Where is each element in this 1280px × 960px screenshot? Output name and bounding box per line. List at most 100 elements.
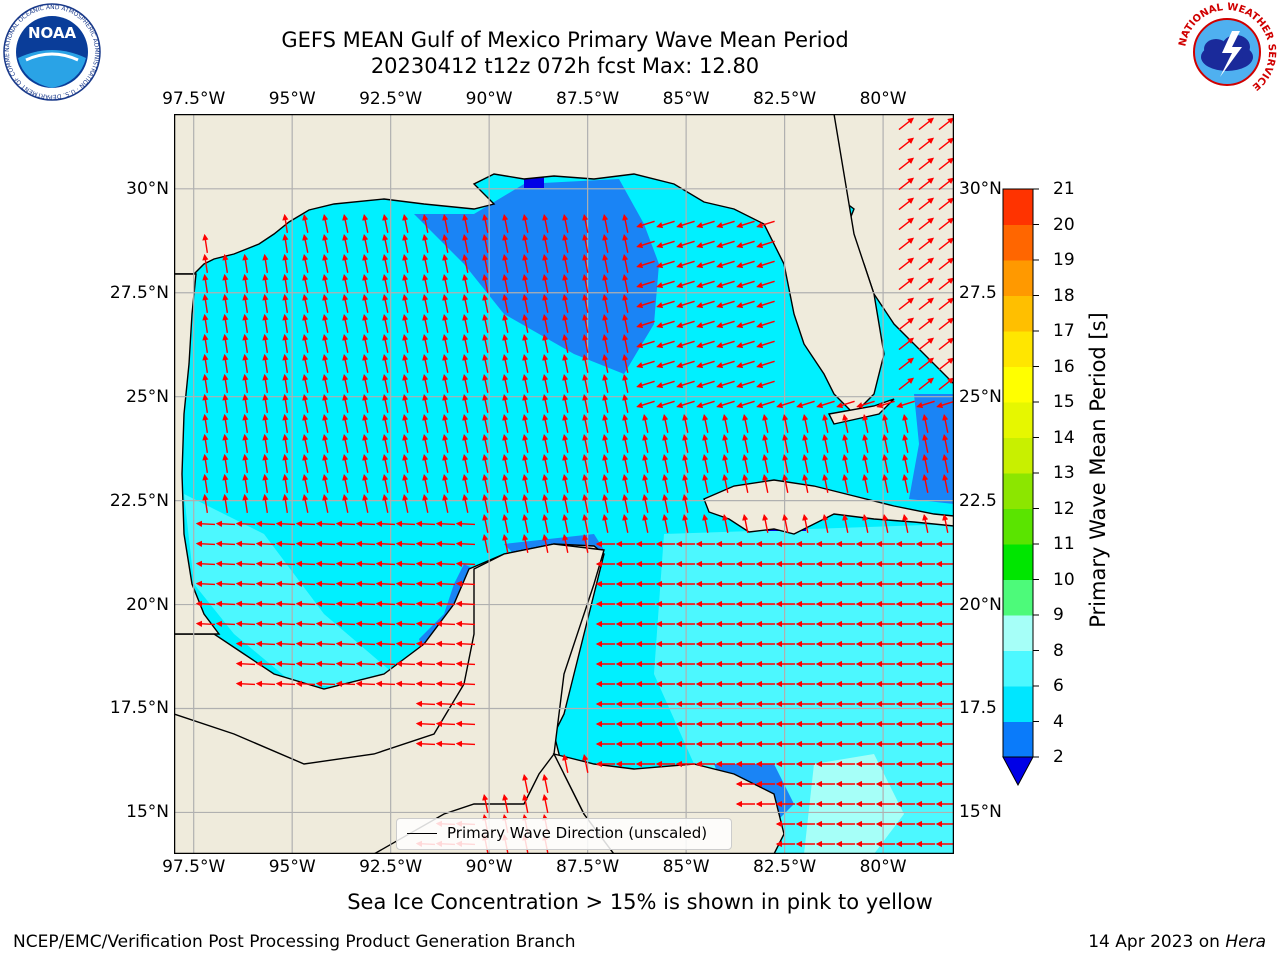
wave-direction-arrow <box>542 453 549 473</box>
wave-direction-arrow <box>802 473 809 493</box>
wave-direction-arrow <box>736 340 755 349</box>
wave-direction-arrow <box>636 260 655 269</box>
wave-direction-arrow <box>302 373 309 393</box>
wave-direction-arrow <box>275 580 296 587</box>
wave-direction-arrow <box>682 513 689 533</box>
wave-direction-arrow <box>295 600 316 607</box>
wave-direction-arrow <box>502 453 509 473</box>
wave-direction-arrow <box>602 413 609 433</box>
colorbar-tick-label: 14 <box>1053 427 1075 448</box>
wave-direction-arrow <box>716 360 735 369</box>
wave-direction-arrow <box>622 353 629 373</box>
wave-direction-arrow <box>362 373 369 393</box>
wave-direction-arrow <box>295 580 316 587</box>
wave-direction-arrow <box>375 640 396 647</box>
wave-direction-arrow <box>482 453 489 473</box>
wave-direction-arrow <box>242 413 249 434</box>
wave-direction-arrow <box>342 333 349 353</box>
wave-direction-arrow <box>202 233 209 254</box>
wave-direction-arrow <box>402 373 409 393</box>
wave-direction-arrow <box>462 393 469 413</box>
wave-direction-arrow <box>662 513 669 533</box>
bottom-lon-label: 90°W <box>465 857 513 877</box>
wave-direction-arrow <box>602 393 609 413</box>
wave-direction-arrow <box>582 373 589 393</box>
wave-direction-arrow <box>882 453 889 473</box>
wave-direction-arrow <box>502 293 509 313</box>
wave-direction-arrow <box>736 320 755 329</box>
wave-direction-arrow <box>462 353 469 373</box>
top-lon-label: 90°W <box>465 89 513 109</box>
wave-direction-arrow <box>215 600 236 607</box>
wave-direction-arrow <box>255 580 276 587</box>
wave-direction-arrow <box>716 320 735 329</box>
wave-direction-arrow <box>302 253 309 273</box>
wave-direction-arrow <box>462 233 469 253</box>
wave-direction-arrow <box>382 433 389 453</box>
colorbar-tick-label: 8 <box>1053 640 1064 661</box>
wave-direction-arrow <box>702 473 709 493</box>
wave-direction-arrow <box>342 213 349 233</box>
wave-direction-arrow <box>716 240 735 249</box>
wave-direction-arrow <box>195 540 216 547</box>
wave-direction-arrow <box>522 453 529 473</box>
wave-direction-arrow <box>362 273 369 293</box>
wave-direction-arrow <box>382 373 389 393</box>
wave-direction-arrow <box>342 313 349 333</box>
wave-direction-arrow <box>202 353 209 374</box>
wave-direction-arrow <box>395 540 416 547</box>
wave-direction-arrow <box>262 493 269 514</box>
wave-direction-arrow <box>215 540 236 547</box>
footer-date: 14 Apr 2023 on <box>1088 932 1226 952</box>
wave-direction-arrow <box>762 513 769 533</box>
wave-direction-arrow <box>482 393 489 413</box>
wave-direction-arrow <box>822 513 829 533</box>
wave-direction-arrow <box>582 313 589 333</box>
wave-direction-arrow <box>335 560 356 567</box>
colorbar-tick-label: 13 <box>1053 463 1075 483</box>
wave-direction-arrow <box>262 253 269 274</box>
wave-direction-arrow <box>636 380 655 389</box>
wave-direction-arrow <box>455 680 476 687</box>
wave-direction-arrow <box>898 357 915 371</box>
wave-direction-arrow <box>295 680 316 687</box>
wave-direction-arrow <box>522 513 529 533</box>
wave-direction-arrow <box>562 453 569 473</box>
wave-direction-arrow <box>716 260 735 269</box>
wave-direction-arrow <box>375 560 396 567</box>
wave-direction-arrow <box>918 357 935 371</box>
colorbar-tick-label: 12 <box>1053 498 1075 519</box>
wave-direction-arrow <box>642 493 649 513</box>
wave-direction-arrow <box>382 393 389 413</box>
wave-direction-arrow <box>355 620 376 627</box>
wave-direction-arrow <box>442 393 449 413</box>
wave-direction-arrow <box>522 313 529 333</box>
wave-direction-arrow <box>922 453 929 473</box>
wave-direction-arrow <box>902 473 909 493</box>
wave-direction-arrow <box>322 273 329 293</box>
left-lat-label: 20°N <box>126 594 169 615</box>
wave-direction-arrow <box>282 233 289 254</box>
wave-direction-arrow <box>936 400 954 409</box>
wave-direction-arrow <box>656 320 675 329</box>
wave-direction-arrow <box>342 253 349 273</box>
wave-direction-arrow <box>622 253 629 273</box>
wave-direction-arrow <box>335 600 356 607</box>
wave-direction-arrow <box>938 297 954 311</box>
wave-direction-arrow <box>682 493 689 513</box>
wave-direction-arrow <box>282 353 289 374</box>
wave-direction-arrow <box>202 273 209 294</box>
wave-direction-arrow <box>215 560 236 567</box>
wave-direction-arrow <box>862 473 869 493</box>
wave-direction-arrow <box>636 360 655 369</box>
wave-direction-arrow <box>542 233 549 253</box>
colorbar-segment <box>1003 189 1033 225</box>
wave-direction-arrow <box>582 473 589 493</box>
wave-direction-arrow <box>802 413 809 433</box>
wave-direction-arrow <box>562 273 569 293</box>
colorbar-segment <box>1003 650 1033 687</box>
colorbar-segment <box>1003 721 1033 758</box>
wave-direction-arrow <box>322 253 329 273</box>
wave-direction-arrow <box>918 217 935 231</box>
wave-direction-arrow <box>362 413 369 433</box>
